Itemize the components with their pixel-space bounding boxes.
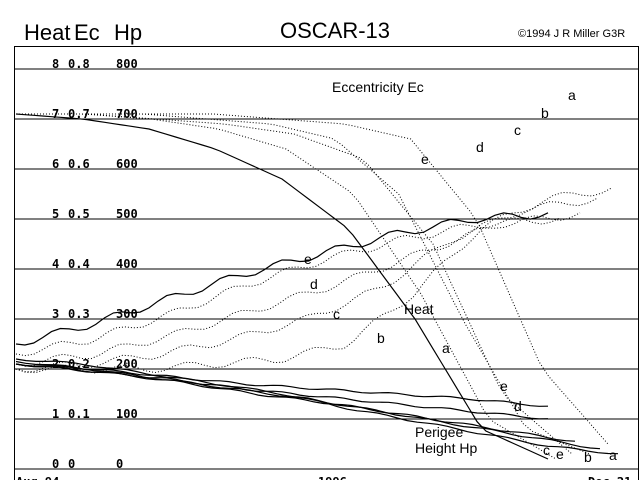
y-tick-heat-6: 6 xyxy=(52,157,59,171)
heat-axis-title: Heat xyxy=(24,20,70,45)
y-tick-hp-100: 100 xyxy=(116,407,138,421)
y-tick-heat-2: 2 xyxy=(52,357,59,371)
ec-curve-label-b: b xyxy=(541,105,549,121)
hp-curve-label-e2: e xyxy=(556,446,564,462)
y-tick-heat-4: 4 xyxy=(52,257,59,271)
x-tick-labels: Aug 94 1996 Dec 21 xyxy=(16,475,631,480)
y-tick-hp-400: 400 xyxy=(116,257,138,271)
chart-title: OSCAR-13 xyxy=(280,18,390,43)
y-tick-heat-0: 0 xyxy=(52,457,59,471)
x-tick-2: Dec 21 xyxy=(588,475,631,480)
hp-curve-c xyxy=(15,363,576,442)
hp-curve-label-d: d xyxy=(514,398,522,414)
y-tick-hp-300: 300 xyxy=(116,307,138,321)
heat-curve-c xyxy=(15,212,581,367)
y-tick-hp-600: 600 xyxy=(116,157,138,171)
hp-curve-b xyxy=(15,360,601,450)
y-tick-hp-800: 800 xyxy=(116,57,138,71)
y-tick-ec-0.1: 0.1 xyxy=(68,407,90,421)
ec-curve-c xyxy=(16,113,573,455)
copyright-note: ©1994 J R Miller G3R xyxy=(518,28,625,40)
heat-curve-label-a: a xyxy=(442,340,450,356)
eccentricity-annotation: Eccentricity Ec xyxy=(332,79,424,95)
horizontal-grid xyxy=(14,68,638,470)
hp-curve-label-b: b xyxy=(584,449,592,465)
y-tick-hp-200: 200 xyxy=(116,357,138,371)
heat-curve-d xyxy=(15,217,561,357)
y-tick-hp-500: 500 xyxy=(116,207,138,221)
perigee-annotation-line1: Perigee xyxy=(415,424,463,440)
ec-axis-title: Ec xyxy=(74,20,100,45)
x-tick-1: 1996 xyxy=(318,475,347,480)
y-tick-ec-0.8: 0.8 xyxy=(68,57,90,71)
y-tick-heat-8: 8 xyxy=(52,57,59,71)
heat-annotation: Heat xyxy=(404,301,434,317)
y-tick-ec-0: 0 xyxy=(68,457,75,471)
ec-curve-label-d: d xyxy=(476,139,484,155)
perigee-annotation-line2: Height Hp xyxy=(415,440,477,456)
heat-curve-b xyxy=(15,197,599,373)
y-tick-heat-1: 1 xyxy=(52,407,59,421)
ec-curve-b xyxy=(16,113,591,455)
y-tick-ec-0.3: 0.3 xyxy=(68,307,90,321)
heat-curve-label-c: c xyxy=(333,306,340,322)
plot-frame xyxy=(14,46,639,480)
heat-curve-e xyxy=(15,212,549,346)
ec-curve-e xyxy=(15,113,549,460)
hp-axis-title: Hp xyxy=(114,20,142,45)
hp-curve-label-e: e xyxy=(500,378,508,394)
y-tick-ec-0.5: 0.5 xyxy=(68,207,90,221)
ec-curve-d xyxy=(16,113,557,460)
hp-curve-label-a: a xyxy=(609,447,617,463)
ec-curve-label-c: c xyxy=(514,122,521,138)
curves-layer xyxy=(15,113,619,460)
y-tick-hp-0: 0 xyxy=(116,457,123,471)
y-tick-heat-5: 5 xyxy=(52,207,59,221)
ec-curve-label-a: a xyxy=(568,87,576,103)
y-tick-hp-700: 700 xyxy=(116,107,138,121)
y-tick-ec-0.6: 0.6 xyxy=(68,157,90,171)
hp-curve-label-c: c xyxy=(543,442,550,458)
ec-curve-label-e: e xyxy=(421,151,429,167)
heat-curve-label-e: e xyxy=(304,251,312,267)
hp-curve-a xyxy=(15,358,619,455)
x-tick-0: Aug 94 xyxy=(16,475,59,480)
hp-curve-d xyxy=(15,363,549,420)
heat-curve-label-b: b xyxy=(377,330,385,346)
heat-curve-label-d: d xyxy=(310,276,318,292)
y-tick-heat-3: 3 xyxy=(52,307,59,321)
y-tick-ec-0.4: 0.4 xyxy=(68,257,90,271)
y-tick-ec-0.7: 0.7 xyxy=(68,107,90,121)
hp-curve-e xyxy=(15,363,549,407)
